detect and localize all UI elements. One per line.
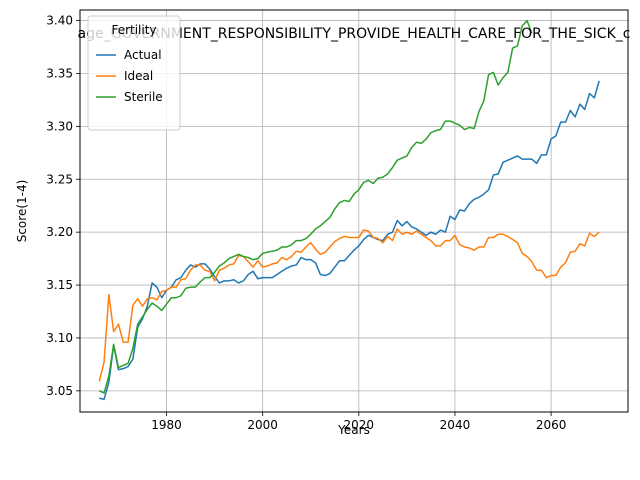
x-tick-label: 2000 (247, 418, 278, 432)
x-tick-label: 2040 (440, 418, 471, 432)
y-tick-label: 3.35 (46, 66, 73, 80)
legend: Fertility Actual Ideal Sterile (87, 15, 181, 131)
y-tick-label: 3.10 (46, 331, 73, 345)
series-line-ideal (98, 228, 600, 382)
series-line-sterile (98, 19, 533, 394)
series-lines (98, 19, 600, 401)
legend-box (87, 15, 181, 131)
x-axis-ticks: 1980 2000 2020 2040 2060 (151, 412, 566, 432)
legend-label-sterile: Sterile (124, 90, 163, 104)
x-tick-label: 2060 (536, 418, 567, 432)
y-tick-label: 3.25 (46, 172, 73, 186)
series-line-actual (99, 80, 600, 401)
y-tick-label: 3.15 (46, 278, 73, 292)
y-axis-label: Score(1-4) (15, 180, 29, 243)
x-axis-label: Years (337, 423, 370, 437)
grid-lines (80, 10, 628, 412)
chart-title: age_GOVERNMENT_RESPONSIBILITY_PROVIDE_HE… (78, 26, 631, 42)
y-axis-ticks: 3.05 3.10 3.15 3.20 3.25 3.30 3.35 3.40 (46, 14, 80, 398)
legend-label-ideal: Ideal (124, 69, 153, 83)
legend-label-actual: Actual (124, 48, 162, 62)
legend-entries: Actual Ideal Sterile (96, 48, 163, 104)
y-tick-label: 3.40 (46, 14, 73, 28)
x-tick-label: 2020 (344, 418, 375, 432)
y-tick-label: 3.05 (46, 384, 73, 398)
x-tick-label: 1980 (151, 418, 182, 432)
y-tick-label: 3.20 (46, 225, 73, 239)
legend-title: Fertility (111, 23, 156, 37)
plot-frame (79, 9, 629, 413)
y-tick-label: 3.30 (46, 119, 73, 133)
